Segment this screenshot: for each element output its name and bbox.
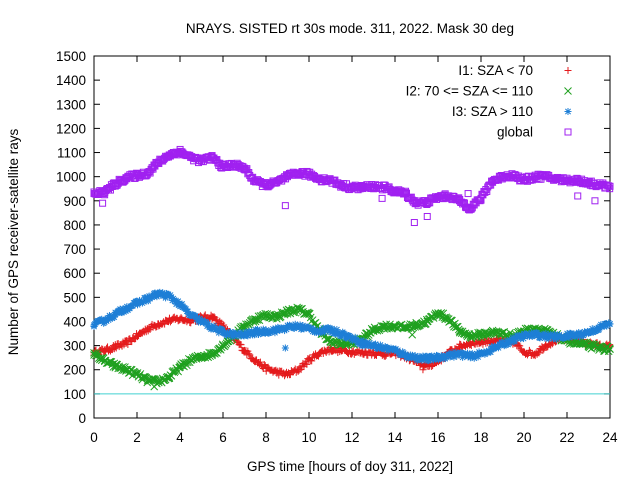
x-tick-label: 0 [90,430,98,445]
marker-stroke [107,358,116,366]
marker-stroke [124,365,132,374]
data-point-dense [96,354,105,362]
x-axis-label: GPS time [hours of doy 311, 2022] [247,459,453,474]
x-tick-label: 24 [602,430,618,445]
data-point-dense [479,340,487,348]
data-point-dense [245,350,253,358]
x-tick-label: 6 [219,430,227,445]
x-tick-label: 16 [430,430,445,445]
x-tick-label: 8 [262,430,270,445]
x-tick-label: 4 [176,430,184,445]
data-point-dense [124,340,132,348]
marker-stroke [179,359,187,367]
x-tick-label: 2 [133,430,141,445]
data-point-dense [297,366,305,374]
data-point-dense [246,351,254,359]
marker-stroke [149,375,157,383]
data-point-dense [308,357,316,365]
y-tick-label: 200 [63,363,86,378]
y-tick-label: 1000 [56,170,86,185]
data-point-dense [139,373,148,381]
data-point-dense [275,371,283,379]
plot-area: 0 2 4 6 8 10 12 14 16 18 20 22 240100200300400500600… [56,49,618,445]
data-point-dense [114,364,123,373]
data-point-dense [303,360,311,368]
marker-stroke [139,373,148,381]
data-point-dense [140,373,149,381]
marker-stroke [119,362,127,371]
x-tick-label: 10 [301,430,316,445]
x-tick-label: 12 [344,430,359,445]
data-point-dense [294,367,302,375]
outlier-point [419,366,427,374]
data-point-dense [101,348,109,356]
x-tick-label: 18 [473,430,488,445]
marker-stroke [93,349,101,357]
data-point-dense [237,341,245,349]
y-tick-label: 1300 [56,97,86,112]
data-point-dense [260,361,268,369]
y-tick-label: 1200 [56,121,86,136]
y-tick-label: 300 [63,339,86,354]
marker-stroke [114,364,123,373]
y-tick-label: 500 [63,290,86,305]
data-point-dense [213,316,221,324]
y-tick-label: 700 [63,242,86,257]
data-point-dense [516,342,524,350]
marker-stroke [96,354,105,362]
marker-stroke [110,359,119,368]
data-point-dense [112,344,120,352]
y-tick-label: 0 [78,411,86,426]
y-tick-label: 800 [63,218,86,233]
series-i2-70-sza-110 [90,303,614,391]
data-point-dense [256,358,264,366]
data-point-dense [154,376,162,385]
x-tick-label: 22 [559,430,574,445]
y-tick-label: 900 [63,194,86,209]
data-point-dense [467,342,475,350]
marker-stroke [140,373,149,381]
marker-stroke [154,376,162,385]
y-tick-label: 400 [63,314,86,329]
chart-title: NRAYS. SISTED rt 30s mode. 311, 2022. Ma… [186,21,514,36]
data-point-dense [93,349,101,357]
x-tick-label: 20 [516,430,531,445]
marker-stroke [172,364,181,373]
y-tick-label: 1100 [57,146,86,161]
data-point-dense [210,313,218,321]
x-tick-label: 14 [387,430,403,445]
y-tick-label: 1400 [56,73,86,88]
y-tick-label: 600 [63,266,86,281]
y-tick-label: 100 [63,387,86,402]
data-point-dense [381,352,389,360]
data-point-dense [539,346,547,354]
marker-stroke [112,360,121,369]
y-axis-label: Number of GPS receiver-satellite rays [6,128,21,355]
y-tick-label: 1500 [56,49,86,64]
